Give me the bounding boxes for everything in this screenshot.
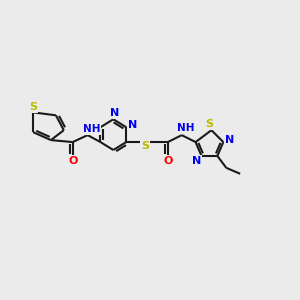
Text: S: S — [206, 119, 213, 129]
Text: N: N — [110, 108, 119, 118]
Text: O: O — [163, 156, 172, 166]
Text: NH: NH — [83, 124, 100, 134]
Text: N: N — [225, 135, 234, 145]
Text: NH: NH — [177, 123, 194, 133]
Text: S: S — [141, 141, 149, 151]
Text: O: O — [68, 156, 77, 166]
Text: S: S — [29, 102, 37, 112]
Text: N: N — [128, 120, 137, 130]
Text: N: N — [192, 156, 201, 166]
